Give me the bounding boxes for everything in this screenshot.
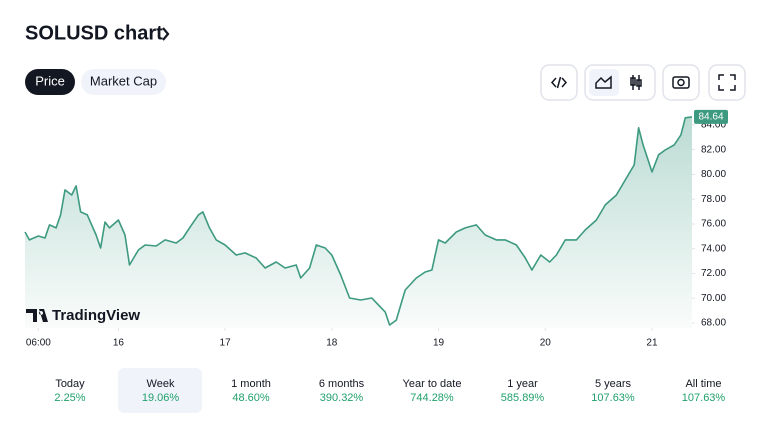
last-price-badge [694, 109, 728, 124]
candle-icon-body [636, 79, 642, 87]
x-tick-label: 16 [113, 338, 125, 349]
period-label[interactable]: 1 year [507, 378, 538, 390]
period-change[interactable]: 2.25% [54, 392, 85, 404]
x-tick-label: 17 [220, 338, 232, 349]
tab-active[interactable] [25, 69, 75, 95]
period-label[interactable]: 5 years [595, 378, 632, 390]
title-chevron[interactable] [162, 27, 170, 41]
period-change[interactable]: 48.60% [232, 392, 270, 404]
camera-lens [677, 78, 685, 87]
period-label[interactable]: Year to date [403, 378, 462, 390]
period-change[interactable]: 744.28% [410, 392, 454, 404]
fullscreen-button[interactable] [708, 64, 746, 101]
period-label[interactable]: Today [55, 378, 85, 390]
chart-style-group [584, 64, 656, 101]
period-selected[interactable] [118, 368, 202, 413]
y-tick-label: 84.00 [701, 120, 726, 131]
y-tick-label: 80.00 [701, 169, 726, 180]
period-change[interactable]: 107.63% [682, 392, 726, 404]
area-fill [25, 116, 692, 329]
fullscreen-icon [718, 74, 736, 91]
tradingview-logo: TradingView [26, 307, 140, 324]
period-change[interactable]: 390.32% [320, 392, 364, 404]
x-tick-label: 20 [540, 338, 552, 349]
camera-icon [672, 76, 690, 89]
period-change[interactable]: 585.89% [501, 392, 545, 404]
period-label[interactable]: 6 months [319, 378, 365, 390]
period-change[interactable]: 107.63% [591, 392, 635, 404]
period-label[interactable]: Week [147, 378, 175, 390]
y-tick-label: 68.00 [701, 318, 726, 329]
area-style-button[interactable] [589, 69, 619, 96]
x-tick-label: 18 [326, 338, 338, 349]
periods: Today 2.25% Week 19.06% 1 month 48.60% 6 month… [54, 378, 725, 404]
title: SOLUSD chart [25, 22, 163, 44]
price-line [24, 116, 693, 326]
tab-label[interactable]: Price [35, 73, 65, 88]
embed-button[interactable] [540, 64, 578, 101]
plot: 68.00 70.00 72.00 74.00 76.00 78.00 80.00 82.00… [24, 109, 728, 349]
x-tick-label: 19 [433, 338, 445, 349]
y-tick-label: 70.00 [701, 293, 726, 304]
embed-icon [550, 76, 568, 89]
last-price-label: 84.64 [698, 112, 723, 123]
y-tick-label: 82.00 [701, 144, 726, 155]
toolbar [540, 64, 746, 101]
y-tick-label: 72.00 [701, 268, 726, 279]
logo-mark [26, 309, 48, 322]
y-tick-label: 78.00 [701, 194, 726, 205]
y-tick-label: 74.00 [701, 243, 726, 254]
candle-icon-body [630, 77, 636, 86]
period-label[interactable]: 1 month [231, 378, 271, 390]
x-tick-label: 06:00 [26, 338, 51, 349]
y-tick-label: 76.00 [701, 219, 726, 230]
area-icon [595, 75, 612, 89]
period-label[interactable]: All time [685, 378, 721, 390]
tab-label[interactable]: Market Cap [90, 73, 157, 88]
tab[interactable] [81, 69, 166, 95]
snapshot-button[interactable] [662, 64, 700, 101]
logo-text: TradingView [52, 307, 140, 324]
x-tick-label: 21 [646, 338, 658, 349]
period-change[interactable]: 19.06% [142, 392, 180, 404]
